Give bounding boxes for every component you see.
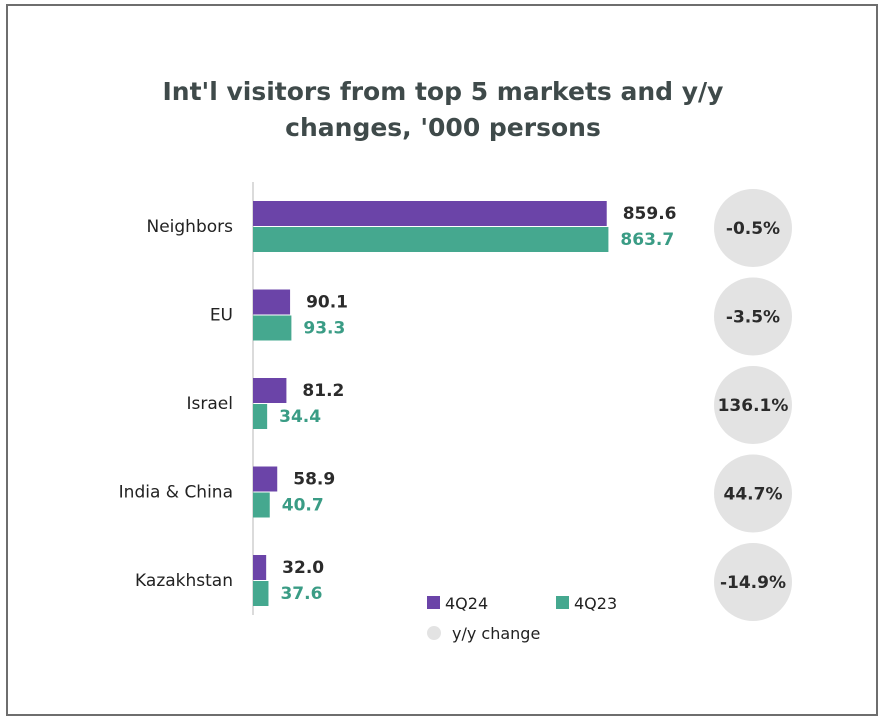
yy-change-bubble-neighbors [714, 189, 792, 267]
data-label-4q23-kazakhstan: 37.6 [280, 584, 322, 604]
yy-change-bubble-kazakhstan [714, 543, 792, 621]
data-label-4q23-neighbors: 863.7 [620, 230, 674, 250]
data-label-4q23-india-china: 40.7 [282, 496, 324, 516]
yy-change-label-india-china: 44.7% [724, 485, 783, 505]
bar-4q23-eu [253, 315, 292, 341]
data-label-4q24-kazakhstan: 32.0 [282, 558, 324, 578]
bar-4q24-india-china [253, 466, 278, 492]
yy-change-label-kazakhstan: -14.9% [720, 573, 786, 593]
category-label-eu: EU [210, 306, 233, 326]
yy-change-bubble-india-china [714, 454, 792, 533]
data-label-4q24-india-china: 58.9 [293, 470, 335, 490]
category-label-israel: Israel [187, 394, 233, 414]
bar-4q24-eu [253, 289, 291, 315]
legend-label-4q23: 4Q23 [574, 594, 617, 613]
legend-label-yy-change: y/y change [452, 624, 540, 643]
bars-group: Neighbors 859.6 863.7 -0.5% EU 90.1 93.3 -3.5% I… [119, 189, 792, 621]
bar-4q24-israel [253, 378, 287, 403]
legend-swatch-4q23 [556, 596, 569, 609]
bar-4q23-israel [253, 404, 268, 429]
category-label-india-china: India & China [119, 483, 233, 503]
yy-change-label-eu: -3.5% [726, 308, 780, 328]
legend-swatch-4q24 [427, 596, 440, 609]
yy-change-label-neighbors: -0.5% [726, 219, 780, 239]
bar-4q24-kazakhstan [253, 555, 267, 580]
legend: 4Q24 4Q23 y/y change [427, 594, 617, 643]
bar-4q23-neighbors [253, 227, 609, 252]
bar-4q23-kazakhstan [253, 581, 269, 606]
data-label-4q23-israel: 34.4 [279, 407, 321, 427]
chart-title-line-1: Int'l visitors from top 5 markets and y/… [162, 77, 724, 106]
data-label-4q23-eu: 93.3 [303, 319, 345, 339]
legend-label-4q24: 4Q24 [445, 594, 488, 613]
data-label-4q24-neighbors: 859.6 [623, 204, 677, 224]
category-label-neighbors: Neighbors [146, 217, 233, 237]
legend-swatch-yy-change [427, 626, 441, 640]
yy-change-bubble-eu [714, 277, 792, 356]
bar-4q24-neighbors [253, 201, 607, 226]
category-label-kazakhstan: Kazakhstan [135, 571, 233, 591]
data-label-4q24-eu: 90.1 [306, 293, 348, 313]
bar-4q23-india-china [253, 492, 270, 518]
yy-change-bubble-israel [714, 366, 792, 444]
yy-change-label-israel: 136.1% [718, 396, 789, 416]
chart-title: Int'l visitors from top 5 markets and y/… [0, 74, 886, 146]
data-label-4q24-israel: 81.2 [302, 381, 344, 401]
chart-title-line-2: changes, '000 persons [285, 113, 601, 142]
